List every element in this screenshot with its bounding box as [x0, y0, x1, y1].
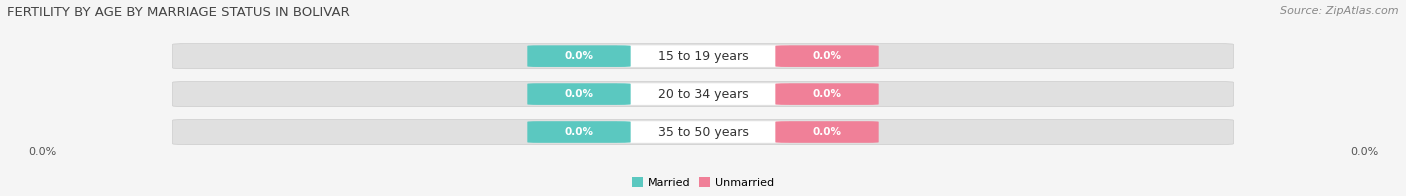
Text: 0.0%: 0.0% — [564, 127, 593, 137]
Text: FERTILITY BY AGE BY MARRIAGE STATUS IN BOLIVAR: FERTILITY BY AGE BY MARRIAGE STATUS IN B… — [7, 6, 350, 19]
Text: 35 to 50 years: 35 to 50 years — [658, 125, 748, 139]
FancyBboxPatch shape — [527, 121, 631, 143]
Text: 0.0%: 0.0% — [564, 51, 593, 61]
FancyBboxPatch shape — [173, 44, 1233, 69]
Text: 0.0%: 0.0% — [1350, 147, 1378, 157]
Text: Source: ZipAtlas.com: Source: ZipAtlas.com — [1281, 6, 1399, 16]
FancyBboxPatch shape — [775, 121, 879, 143]
FancyBboxPatch shape — [617, 45, 789, 67]
Text: 15 to 19 years: 15 to 19 years — [658, 50, 748, 63]
FancyBboxPatch shape — [173, 120, 1233, 144]
Text: 0.0%: 0.0% — [564, 89, 593, 99]
Text: 0.0%: 0.0% — [28, 147, 56, 157]
FancyBboxPatch shape — [775, 45, 879, 67]
FancyBboxPatch shape — [527, 83, 631, 105]
FancyBboxPatch shape — [617, 121, 789, 143]
Text: 20 to 34 years: 20 to 34 years — [658, 88, 748, 101]
Legend: Married, Unmarried: Married, Unmarried — [627, 172, 779, 192]
Text: 0.0%: 0.0% — [813, 51, 842, 61]
Text: 0.0%: 0.0% — [813, 89, 842, 99]
FancyBboxPatch shape — [617, 83, 789, 105]
FancyBboxPatch shape — [775, 83, 879, 105]
Text: 0.0%: 0.0% — [813, 127, 842, 137]
FancyBboxPatch shape — [173, 82, 1233, 107]
FancyBboxPatch shape — [527, 45, 631, 67]
